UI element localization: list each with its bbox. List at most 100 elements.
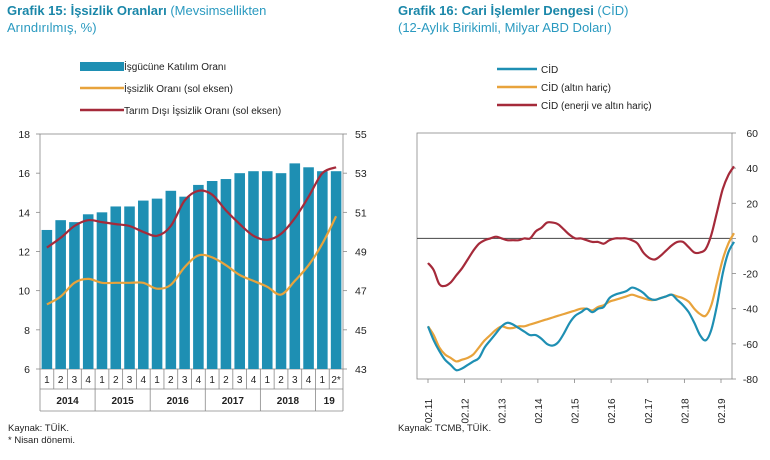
- right-source: Kaynak: TCMB, TÜİK.: [398, 423, 491, 435]
- legend-label: CİD: [541, 63, 558, 76]
- quarter-label: 1: [44, 375, 50, 386]
- participation-bar: [124, 206, 135, 369]
- year-label: 2018: [277, 396, 300, 407]
- x-axis-tick: 02.16: [607, 398, 618, 423]
- participation-bar: [41, 229, 53, 369]
- unemployment-line: [46, 215, 338, 306]
- quarter-label: 4: [85, 375, 91, 386]
- left-source-text: Kaynak: TÜİK.: [8, 423, 70, 434]
- right-chart-title: Grafik 16: Cari İşlemler Dengesi (CİD) (…: [398, 2, 628, 36]
- quarter-label: 3: [237, 375, 243, 386]
- legend-label: İşgücüne Katılım Oranı: [124, 60, 226, 73]
- x-axis-tick: 02.13: [497, 398, 508, 423]
- right-title-line2: (12-Aylık Birikimli, Milyar ABD Doları): [398, 20, 612, 35]
- left-axis-tick: 14: [18, 207, 30, 219]
- y-axis-tick: -40: [743, 304, 758, 316]
- year-label: 2014: [56, 396, 79, 407]
- participation-bar: [275, 173, 287, 369]
- quarter-label: 3: [127, 375, 133, 386]
- participation-bar: [220, 179, 232, 369]
- quarter-label: 1: [99, 375, 105, 386]
- right-axis-tick: 55: [355, 129, 367, 141]
- x-axis-tick: 02.12: [461, 398, 472, 423]
- quarter-label: 2: [113, 375, 119, 386]
- quarter-label: 2*: [331, 375, 341, 386]
- right-title-bold: Grafik 16: Cari İşlemler Dengesi: [398, 3, 594, 18]
- left-chart-title: Grafik 15: İşsizlik Oranları (Mevsimsell…: [7, 2, 266, 36]
- year-label: 19: [324, 396, 336, 407]
- y-axis-tick: 40: [746, 163, 758, 175]
- participation-bar: [330, 171, 342, 369]
- y-axis-tick: 20: [746, 198, 758, 210]
- quarter-label: 1: [209, 375, 215, 386]
- x-axis-tick: 02.17: [644, 398, 655, 423]
- legend-label: Tarım Dışı İşsizlik Oranı (sol eksen): [124, 104, 281, 117]
- participation-bar: [303, 167, 314, 369]
- y-axis-tick: -20: [743, 269, 758, 281]
- quarter-label: 4: [141, 375, 147, 386]
- y-axis-tick: 0: [752, 233, 758, 245]
- right-plot-frame: [416, 132, 733, 380]
- legend-label: İşsizlik Oranı (sol eksen): [124, 82, 233, 95]
- quarter-label: 2: [168, 375, 174, 386]
- right-title-rest: (CİD): [593, 3, 629, 18]
- y-axis-tick: 60: [746, 128, 758, 140]
- right-axis-tick: 49: [355, 247, 367, 259]
- quarter-label: 3: [72, 375, 78, 386]
- quarter-label: 3: [292, 375, 298, 386]
- x-axis-tick: 02.19: [717, 398, 728, 423]
- quarter-label: 2: [223, 375, 229, 386]
- legend-swatch-participation: [80, 62, 124, 71]
- quarter-label: 1: [320, 375, 326, 386]
- left-axis-tick: 8: [24, 325, 30, 337]
- left-axis-tick: 6: [24, 364, 30, 376]
- right-source-text: Kaynak: TCMB, TÜİK.: [398, 423, 492, 434]
- participation-bar: [206, 181, 218, 369]
- y-axis-tick: -80: [743, 374, 758, 386]
- participation-bar: [69, 222, 80, 369]
- quarter-label: 1: [154, 375, 160, 386]
- quarter-label: 4: [251, 375, 257, 386]
- right-axis-tick: 53: [355, 168, 367, 180]
- right-axis-tick: 47: [355, 286, 367, 298]
- left-axis-tick: 12: [18, 247, 30, 259]
- participation-bar: [165, 190, 177, 369]
- x-axis-tick: 02.15: [571, 398, 582, 423]
- right-axis-tick: 51: [355, 207, 367, 219]
- quarter-label: 3: [182, 375, 188, 386]
- quarter-label: 4: [306, 375, 312, 386]
- x-axis-tick: 02.18: [680, 398, 691, 423]
- participation-bar: [96, 212, 108, 369]
- left-source: Kaynak: TÜİK. * Nisan dönemi.: [8, 423, 75, 447]
- left-legend: İşgücüne Katılım Oranı İşsizlik Oranı (so…: [80, 60, 281, 117]
- x-axis-tick: 02.11: [424, 398, 435, 423]
- participation-bar: [289, 163, 301, 369]
- right-axis-tick: 43: [355, 364, 367, 376]
- participation-bar: [138, 200, 149, 369]
- participation-bar: [151, 198, 163, 369]
- left-axis-tick: 10: [18, 286, 30, 298]
- right-legend: CİD CİD (altın hariç) CİD (enerji ve altın…: [497, 63, 652, 112]
- participation-bar: [234, 173, 245, 369]
- left-note-text: * Nisan dönemi.: [8, 435, 76, 446]
- left-axis-tick: 18: [18, 129, 30, 141]
- participation-bar: [317, 171, 328, 369]
- quarter-label: 2: [278, 375, 284, 386]
- unemployment-chart: İşgücüne Katılım Oranı İşsizlik Oranı (so…: [18, 60, 367, 412]
- ca-ex-energy-gold-line: [427, 165, 735, 288]
- left-title-bold: Grafik 15: İşsizlik Oranları: [7, 3, 167, 18]
- year-label: 2015: [112, 396, 135, 407]
- participation-bar: [179, 196, 190, 369]
- left-title-rest: (Mevsimsellikten: [166, 3, 267, 18]
- year-label: 2017: [222, 396, 245, 407]
- legend-label: CİD (altın hariç): [541, 81, 611, 94]
- nonagri-unemployment-line: [46, 166, 337, 249]
- participation-bar: [55, 220, 66, 369]
- participation-bar: [248, 171, 259, 369]
- right-axis-tick: 45: [355, 325, 367, 337]
- participation-bar: [193, 184, 204, 369]
- left-title-line2: Arındırılmış, %): [7, 20, 97, 35]
- quarter-label: 2: [58, 375, 64, 386]
- legend-label: CİD (enerji ve altın hariç): [541, 99, 652, 112]
- y-axis-tick: -60: [743, 339, 758, 351]
